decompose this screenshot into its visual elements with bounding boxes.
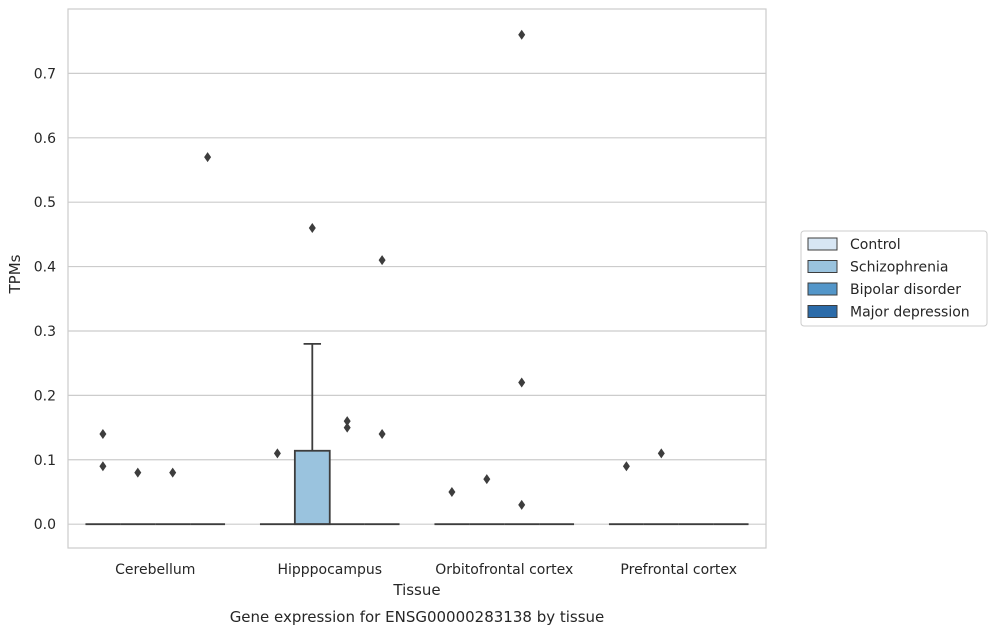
legend-swatch	[807, 237, 838, 251]
outlier-point	[343, 416, 351, 427]
outlier-point	[273, 448, 281, 459]
outlier-point	[657, 448, 665, 459]
y-tick-label: 0.5	[34, 195, 56, 211]
outlier-point	[518, 499, 526, 510]
outliers	[99, 29, 665, 510]
x-tick-labels: Cerebellum Hipppocampus Orbitofrontal cort…	[115, 562, 737, 578]
legend-label: Major depression	[850, 305, 970, 321]
outlier-point	[308, 222, 316, 233]
outlier-point	[378, 429, 386, 440]
x-tick-label: Cerebellum	[115, 562, 195, 578]
legend-swatch	[807, 305, 838, 318]
y-tick-labels: 0.0 0.1 0.2 0.3 0.4 0.5 0.6 0.7	[34, 66, 56, 533]
y-tick-label: 0.1	[34, 453, 56, 469]
box	[293, 449, 331, 526]
outlier-point	[483, 474, 491, 485]
legend-swatch	[807, 260, 838, 273]
outlier-point	[134, 467, 142, 478]
outlier-point	[448, 486, 456, 497]
y-tick-label: 0.2	[34, 388, 56, 404]
x-tick-label: Hipppocampus	[277, 562, 382, 578]
legend-label: Control	[850, 237, 901, 253]
legend-label: Schizophrenia	[850, 260, 948, 276]
y-tick-label: 0.7	[34, 66, 56, 82]
y-tick-label: 0.4	[34, 260, 56, 276]
grid-lines	[68, 72, 766, 525]
x-tick-label: Orbitofrontal cortex	[435, 562, 573, 578]
outlier-point	[99, 461, 107, 472]
outlier-point	[204, 152, 212, 163]
outlier-point	[518, 29, 526, 40]
outlier-point	[169, 467, 177, 478]
y-tick-label: 0.6	[34, 131, 56, 147]
x-tick-label: Prefrontal cortex	[620, 562, 737, 578]
boxes	[85, 342, 749, 526]
outlier-point	[378, 255, 386, 266]
outlier-point	[99, 429, 107, 440]
legend-frame	[800, 230, 988, 327]
outlier-point	[518, 377, 526, 388]
plot-frame	[67, 8, 767, 549]
legend-swatch	[807, 282, 838, 296]
x-axis-label: Tissue	[392, 581, 440, 599]
y-tick-label: 0.0	[34, 517, 56, 533]
outlier-point	[622, 461, 630, 472]
y-tick-label: 0.3	[34, 324, 56, 340]
chart-caption: Gene expression for ENSG00000283138 by t…	[230, 608, 605, 626]
legend: Control Schizophrenia Bipolar disorder Majo…	[800, 230, 988, 327]
legend-label: Bipolar disorder	[850, 282, 961, 298]
outlier-point	[343, 422, 351, 433]
y-axis-label: TPMs	[6, 254, 24, 294]
